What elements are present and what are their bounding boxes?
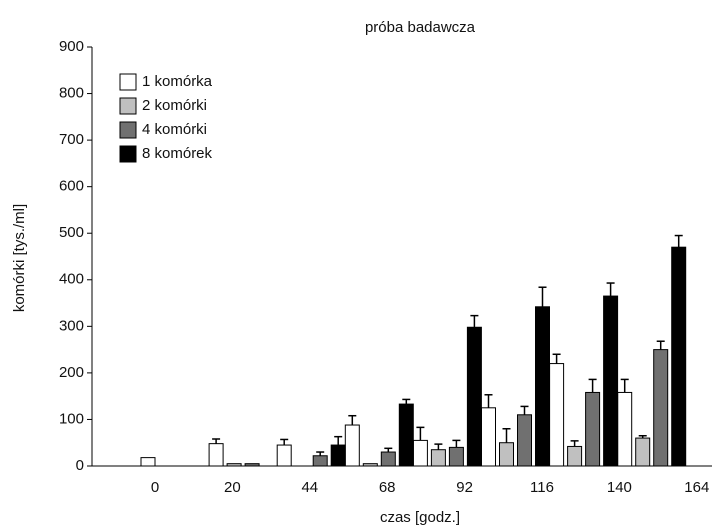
y-tick-label: 700 [59, 131, 84, 148]
bar [635, 437, 651, 467]
bar [312, 455, 328, 467]
bar [208, 443, 224, 467]
y-tick-label: 600 [59, 178, 84, 195]
bar [398, 403, 414, 467]
legend-swatch [119, 145, 137, 163]
bar [140, 457, 156, 467]
legend-swatch [119, 121, 137, 139]
y-tick-label: 0 [76, 457, 84, 474]
x-tick-label: 92 [456, 479, 473, 496]
x-tick-label: 164 [684, 479, 709, 496]
bar [585, 391, 601, 467]
bar [653, 349, 669, 467]
bar [617, 391, 633, 467]
legend-label: 8 komórek [142, 145, 213, 162]
y-tick-label: 500 [59, 224, 84, 241]
legend-label: 4 komórki [142, 121, 207, 138]
y-tick-label: 800 [59, 85, 84, 102]
bar [535, 306, 550, 467]
x-tick-label: 68 [379, 479, 396, 496]
x-tick-label: 20 [224, 479, 241, 496]
bar [567, 445, 583, 467]
y-tick-label: 900 [59, 38, 84, 55]
bar [466, 326, 482, 467]
bar [671, 246, 687, 467]
y-axis-title: komórki [tys./ml] [11, 204, 28, 312]
legend-label: 1 komórka [142, 73, 213, 90]
legend-swatch [119, 97, 137, 115]
chart-title: próba badawcza [365, 19, 476, 36]
bar [226, 463, 242, 467]
legend-label: 2 komórki [142, 97, 207, 114]
bar [362, 463, 378, 467]
bar [276, 444, 292, 467]
y-tick-label: 300 [59, 317, 84, 334]
bar [430, 449, 446, 467]
y-tick-label: 400 [59, 271, 84, 288]
x-tick-label: 44 [301, 479, 318, 496]
bar [330, 444, 346, 467]
x-tick-label: 116 [530, 479, 554, 496]
bar [412, 439, 428, 467]
bar [244, 463, 260, 467]
legend-swatch [119, 73, 137, 91]
x-tick-label: 0 [151, 479, 159, 496]
bar [603, 295, 619, 467]
y-tick-label: 100 [59, 410, 84, 427]
bar [380, 451, 396, 467]
x-axis-title: czas [godz.] [380, 509, 460, 526]
bar [549, 363, 565, 467]
x-tick-label: 140 [607, 479, 632, 496]
bar [344, 424, 360, 467]
bar [499, 442, 514, 467]
bar [481, 407, 496, 467]
bar [517, 414, 532, 467]
y-tick-label: 200 [59, 364, 84, 381]
bar [448, 446, 464, 467]
